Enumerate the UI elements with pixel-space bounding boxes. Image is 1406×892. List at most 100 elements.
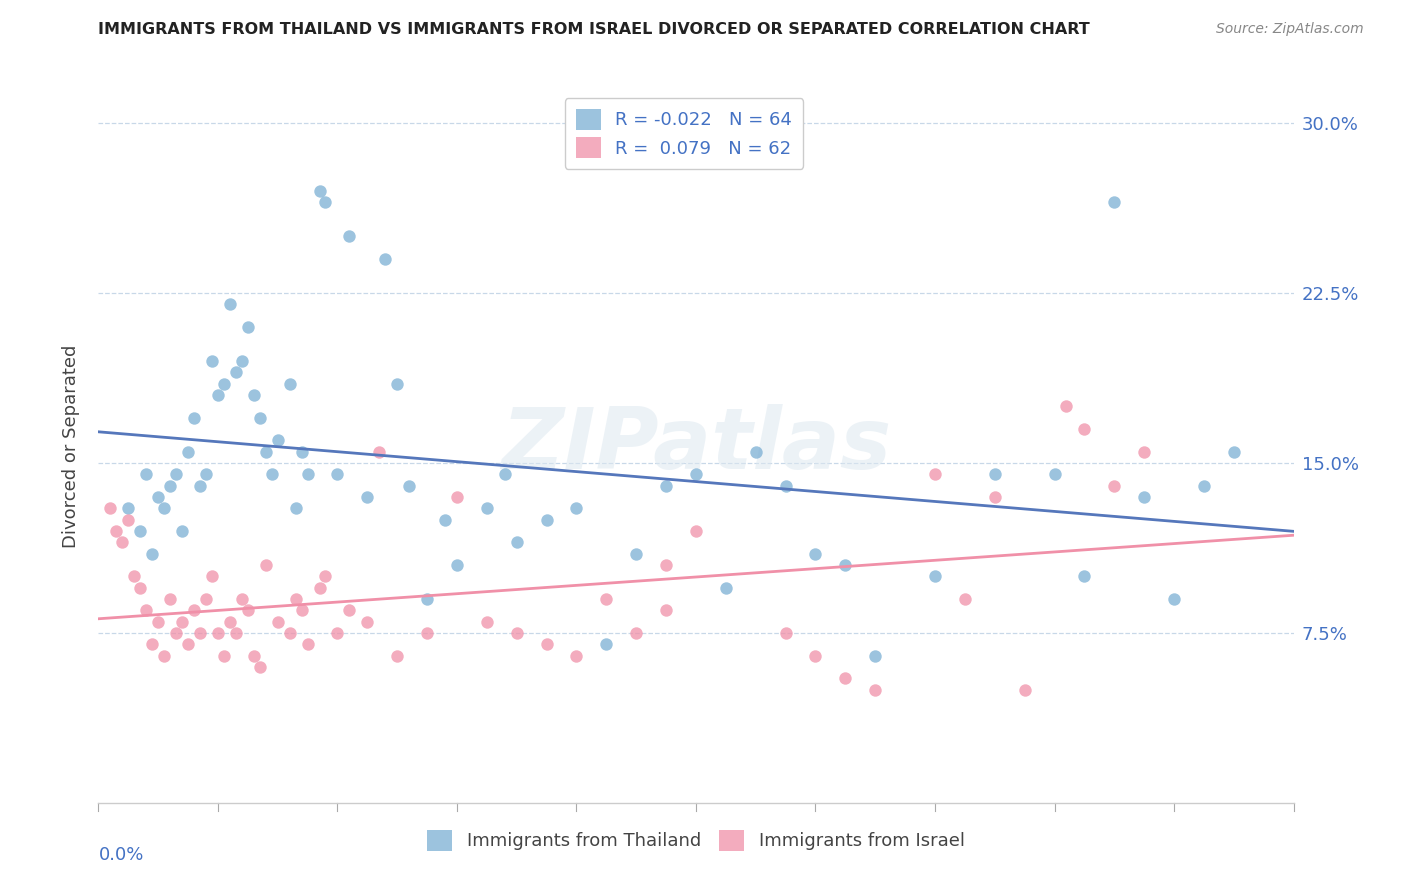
Point bbox=[804, 547, 827, 561]
Point bbox=[565, 501, 588, 516]
Point bbox=[356, 490, 378, 504]
Point bbox=[536, 637, 558, 651]
Point bbox=[984, 490, 1007, 504]
Point bbox=[308, 581, 330, 595]
Point bbox=[159, 591, 181, 606]
Text: IMMIGRANTS FROM THAILAND VS IMMIGRANTS FROM ISRAEL DIVORCED OR SEPARATED CORRELA: IMMIGRANTS FROM THAILAND VS IMMIGRANTS F… bbox=[98, 22, 1090, 37]
Point bbox=[834, 558, 856, 572]
Point bbox=[225, 626, 247, 640]
Point bbox=[1104, 478, 1126, 492]
Point bbox=[308, 184, 330, 198]
Point bbox=[339, 229, 361, 244]
Point bbox=[416, 626, 439, 640]
Point bbox=[1104, 195, 1126, 210]
Point bbox=[249, 410, 271, 425]
Point bbox=[188, 478, 211, 492]
Point bbox=[834, 671, 856, 685]
Point bbox=[135, 603, 157, 617]
Point bbox=[714, 581, 737, 595]
Point bbox=[865, 682, 887, 697]
Point bbox=[141, 637, 163, 651]
Point bbox=[188, 626, 211, 640]
Point bbox=[984, 467, 1007, 482]
Point bbox=[124, 569, 146, 583]
Point bbox=[278, 376, 301, 391]
Point bbox=[475, 501, 498, 516]
Point bbox=[385, 648, 409, 663]
Point bbox=[243, 388, 266, 402]
Point bbox=[446, 490, 468, 504]
Point bbox=[1014, 682, 1036, 697]
Point bbox=[105, 524, 128, 538]
Point bbox=[153, 648, 176, 663]
Point bbox=[368, 444, 391, 458]
Point bbox=[278, 626, 301, 640]
Point bbox=[1223, 444, 1246, 458]
Point bbox=[201, 569, 224, 583]
Point bbox=[165, 467, 187, 482]
Point bbox=[165, 626, 187, 640]
Point bbox=[536, 513, 558, 527]
Point bbox=[1133, 490, 1156, 504]
Point bbox=[1073, 422, 1095, 436]
Point bbox=[953, 591, 976, 606]
Point bbox=[172, 524, 194, 538]
Point bbox=[374, 252, 396, 266]
Point bbox=[506, 535, 529, 549]
Point bbox=[177, 637, 200, 651]
Point bbox=[111, 535, 134, 549]
Point bbox=[207, 388, 229, 402]
Point bbox=[565, 648, 588, 663]
Point bbox=[201, 354, 224, 368]
Point bbox=[231, 591, 253, 606]
Point bbox=[159, 478, 181, 492]
Point bbox=[1043, 467, 1066, 482]
Text: 0.0%: 0.0% bbox=[98, 846, 143, 863]
Point bbox=[745, 444, 768, 458]
Point bbox=[177, 444, 200, 458]
Point bbox=[284, 501, 307, 516]
Point bbox=[315, 569, 337, 583]
Point bbox=[291, 444, 314, 458]
Point bbox=[141, 547, 163, 561]
Point bbox=[117, 513, 139, 527]
Point bbox=[434, 513, 457, 527]
Point bbox=[183, 603, 205, 617]
Point bbox=[260, 467, 283, 482]
Point bbox=[475, 615, 498, 629]
Point bbox=[924, 467, 946, 482]
Point bbox=[398, 478, 420, 492]
Point bbox=[225, 365, 247, 379]
Point bbox=[254, 558, 277, 572]
Point bbox=[775, 478, 797, 492]
Point bbox=[129, 524, 152, 538]
Point bbox=[775, 626, 797, 640]
Point bbox=[297, 637, 319, 651]
Point bbox=[98, 501, 122, 516]
Point bbox=[626, 547, 648, 561]
Point bbox=[1056, 400, 1078, 414]
Point bbox=[595, 591, 617, 606]
Point bbox=[267, 615, 290, 629]
Point bbox=[1073, 569, 1095, 583]
Point bbox=[172, 615, 194, 629]
Point bbox=[135, 467, 157, 482]
Point bbox=[655, 478, 678, 492]
Point bbox=[284, 591, 307, 606]
Point bbox=[356, 615, 378, 629]
Point bbox=[339, 603, 361, 617]
Point bbox=[297, 467, 319, 482]
Text: ZIPatlas: ZIPatlas bbox=[501, 404, 891, 488]
Point bbox=[865, 648, 887, 663]
Point bbox=[326, 626, 349, 640]
Point bbox=[385, 376, 409, 391]
Point bbox=[219, 615, 242, 629]
Point bbox=[195, 467, 218, 482]
Point bbox=[595, 637, 617, 651]
Point bbox=[117, 501, 139, 516]
Point bbox=[506, 626, 529, 640]
Point bbox=[129, 581, 152, 595]
Point bbox=[243, 648, 266, 663]
Point bbox=[231, 354, 253, 368]
Y-axis label: Divorced or Separated: Divorced or Separated bbox=[62, 344, 80, 548]
